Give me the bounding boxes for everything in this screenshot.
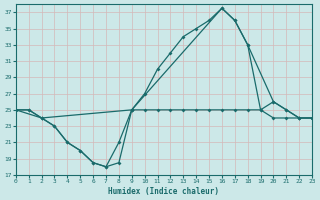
X-axis label: Humidex (Indice chaleur): Humidex (Indice chaleur) bbox=[108, 187, 220, 196]
